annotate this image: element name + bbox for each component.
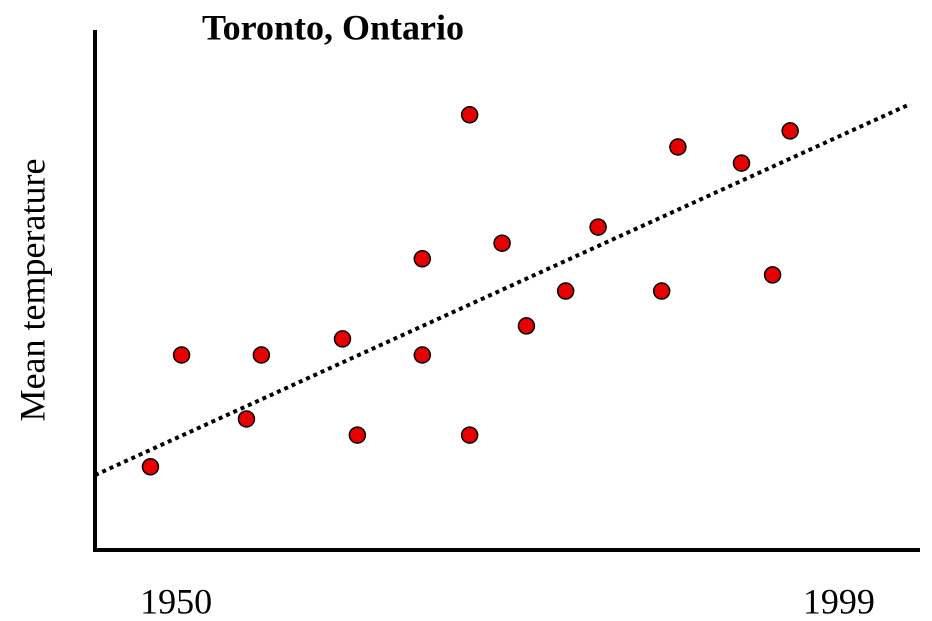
point — [141, 458, 160, 476]
point — [333, 330, 352, 348]
point — [781, 122, 799, 140]
x-tick-label: 1950 — [140, 581, 212, 621]
point — [589, 218, 607, 236]
point — [348, 426, 367, 444]
point — [460, 106, 479, 124]
point — [669, 138, 687, 156]
point — [172, 346, 191, 364]
point — [763, 266, 782, 284]
point — [652, 282, 671, 300]
point — [732, 154, 751, 172]
point — [413, 250, 432, 268]
y-axis-label: Mean temperature — [12, 159, 52, 422]
point — [252, 346, 271, 364]
chart-title: Toronto, Ontario — [202, 7, 464, 47]
x-tick-label: 1999 — [803, 581, 875, 621]
point — [493, 234, 511, 252]
trend-line — [94, 102, 912, 477]
point — [460, 426, 479, 444]
point — [556, 282, 575, 300]
point — [517, 317, 536, 335]
point — [237, 410, 256, 428]
point — [413, 346, 432, 364]
